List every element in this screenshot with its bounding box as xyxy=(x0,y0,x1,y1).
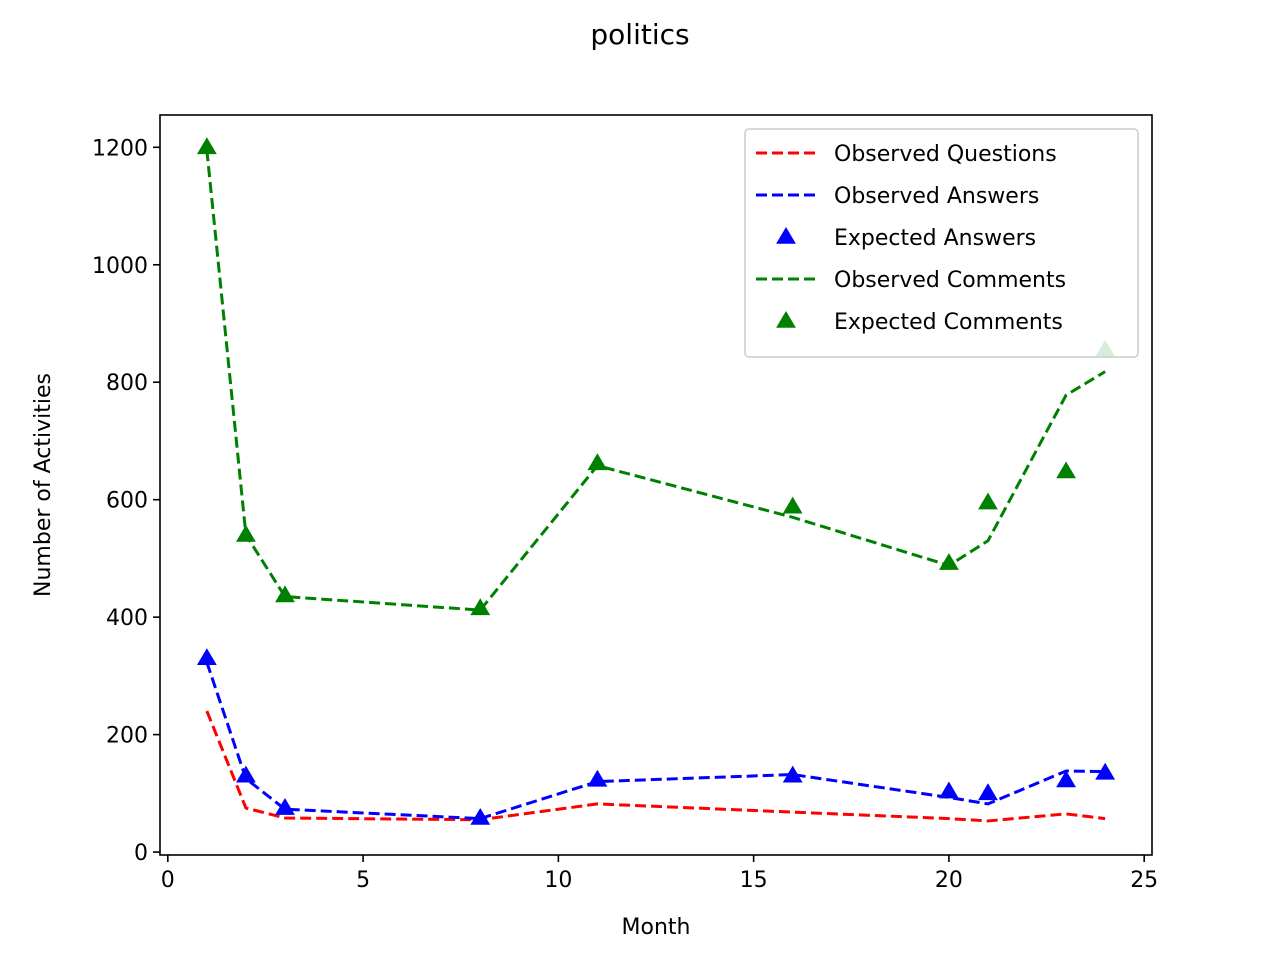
legend: Observed Questions Observed Answers Expect… xyxy=(744,128,1139,358)
x-tick-label-10: 10 xyxy=(544,868,572,893)
x-tick-label-20: 20 xyxy=(935,868,963,893)
y-tick-label-600: 600 xyxy=(106,489,148,514)
x-tick-label-15: 15 xyxy=(740,868,768,893)
y-tick-label-800: 800 xyxy=(106,371,148,396)
x-tick-label-0: 0 xyxy=(161,868,175,893)
marker-expected-comments-3 xyxy=(275,585,295,603)
marker-expected-answers-1 xyxy=(196,648,217,666)
marker-expected-comments-8 xyxy=(470,598,491,616)
marker-expected-answers-24 xyxy=(1095,762,1116,780)
y-tick-label-1200: 1200 xyxy=(92,136,148,161)
legend-label-expected-answers: Expected Answers xyxy=(834,226,1036,251)
x-tick-label-5: 5 xyxy=(356,868,370,893)
plot-frame xyxy=(159,114,1153,856)
legend-box xyxy=(744,128,1139,358)
marker-expected-comments-2 xyxy=(236,524,256,542)
legend-swatch-expected-comments xyxy=(776,310,796,328)
marker-expected-answers-11 xyxy=(587,769,608,787)
chart-title: politics xyxy=(590,18,689,51)
marker-expected-answers-8 xyxy=(470,807,491,825)
x-axis-label: Month xyxy=(622,915,691,940)
y-axis-label: Number of Activities xyxy=(31,373,56,597)
marker-expected-answers-2 xyxy=(236,765,256,783)
marker-expected-comments-16 xyxy=(782,496,803,514)
axes: 0 5 10 15 20 25 0 200 400 600 800 1000 1200 xyxy=(92,114,1158,893)
marker-expected-comments-23 xyxy=(1056,461,1076,479)
legend-label-observed-comments: Observed Comments xyxy=(834,268,1066,293)
marker-expected-comments-21 xyxy=(978,492,998,510)
marker-expected-answers-20 xyxy=(939,781,959,799)
series-line-observed-comments xyxy=(205,150,1106,612)
series-line-observed-questions xyxy=(205,710,1106,823)
y-tick-label-200: 200 xyxy=(106,724,148,749)
legend-label-observed-answers: Observed Answers xyxy=(834,184,1039,209)
marker-expected-answers-21 xyxy=(978,783,998,801)
y-tick-label-400: 400 xyxy=(106,606,148,631)
plot-area xyxy=(196,137,1116,825)
legend-swatch-expected-answers xyxy=(776,226,796,244)
marker-expected-comments-20 xyxy=(939,553,959,570)
marker-expected-answers-16 xyxy=(782,765,803,783)
x-tick-label-25: 25 xyxy=(1130,868,1158,893)
marker-expected-answers-23 xyxy=(1056,770,1076,788)
y-tick-label-0: 0 xyxy=(134,841,148,866)
legend-label-expected-comments: Expected Comments xyxy=(834,310,1063,335)
marker-expected-answers-3 xyxy=(275,797,295,815)
marker-expected-comments-1 xyxy=(196,137,217,155)
series-line-observed-answers xyxy=(205,661,1106,821)
legend-label-observed-questions: Observed Questions xyxy=(834,142,1057,167)
marker-expected-comments-11 xyxy=(587,453,608,471)
y-tick-label-1000: 1000 xyxy=(92,254,148,279)
